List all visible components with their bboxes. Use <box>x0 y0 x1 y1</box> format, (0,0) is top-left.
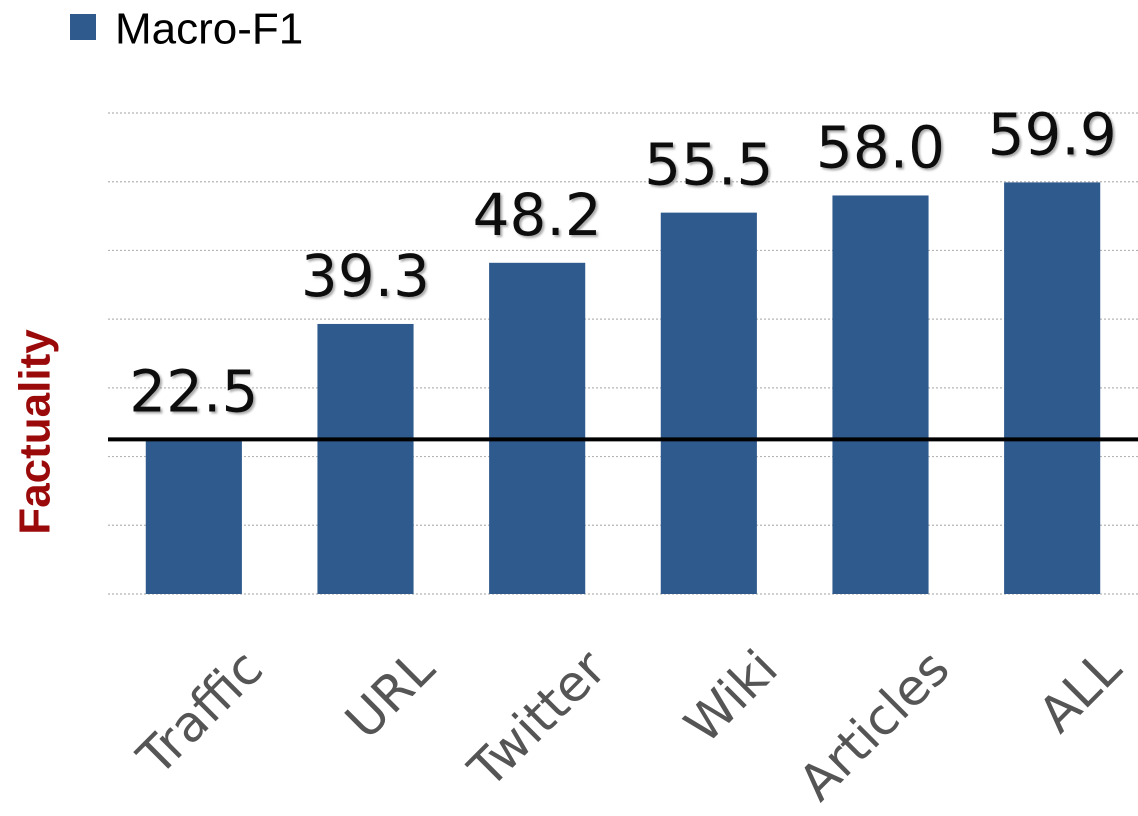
bar <box>489 262 586 594</box>
legend-swatch <box>70 14 96 40</box>
y-axis-label: Factuality <box>11 329 60 535</box>
legend-label: Macro-F1 <box>115 5 303 54</box>
x-tick-label: Traffic <box>126 639 274 787</box>
bar <box>1004 182 1101 594</box>
bar <box>660 212 757 594</box>
value-label: 39.3 <box>301 242 430 310</box>
x-tick-label: ALL <box>1028 639 1133 744</box>
value-label: 55.5 <box>644 131 773 199</box>
bar <box>145 439 242 594</box>
value-label: 59.9 <box>988 101 1117 169</box>
value-label: 22.5 <box>129 358 258 426</box>
x-tick-label: Articles <box>788 639 961 812</box>
bar <box>317 323 414 594</box>
value-label: 48.2 <box>473 181 602 249</box>
value-label: 58.0 <box>816 114 945 182</box>
bar <box>832 195 929 594</box>
x-tick-label: URL <box>334 639 445 750</box>
x-tick-label: Wiki <box>674 639 789 754</box>
x-tick-label: Twitter <box>457 639 618 800</box>
